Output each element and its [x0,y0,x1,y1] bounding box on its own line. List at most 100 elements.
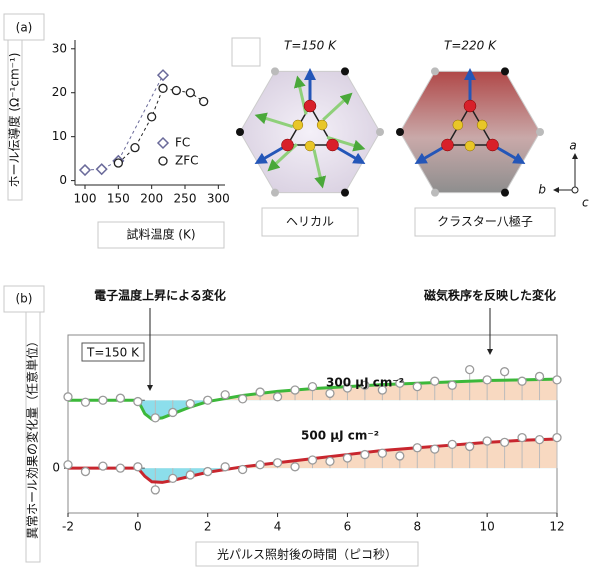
circle-marker [413,383,421,391]
circle-marker [131,144,139,152]
diamond-marker [80,165,90,175]
corner-atom [236,128,244,136]
diamond-marker [158,70,168,80]
corner-atom [431,189,439,197]
circle-marker [466,366,474,374]
plot-frame [68,335,557,513]
circle-marker [239,395,247,403]
atom [441,139,453,151]
circle-marker [553,434,561,442]
circle-marker [186,89,194,97]
corner-atom [501,189,509,197]
annotation: 電子温度上昇による変化 [94,288,226,303]
diagram-title: T=150 K [284,39,337,53]
circle-marker [518,377,526,385]
y-axis-label: ホール伝導度 (Ω⁻¹cm⁻¹) [7,53,22,188]
annotation: 磁気秩序を反映した変化 [423,288,556,303]
circle-marker [518,434,526,442]
y-tick-label: 0 [59,173,67,187]
atom [304,100,316,112]
x-tick-label: 0 [134,520,142,534]
corner-atom [271,189,279,197]
atom [465,141,475,151]
y-tick-label: 10 [52,129,67,143]
circle-marker [64,393,72,401]
legend-label: ZFC [175,154,199,168]
circle-marker [114,159,122,167]
figure: T=150 KヘリカルT=220 Kクラスター八極子abc(a)ホール伝導度 (… [0,0,589,568]
circle-marker [448,440,456,448]
legend-label: FC [175,136,190,150]
circle-marker [200,98,208,106]
circle-marker [204,468,212,476]
x-tick-label: 200 [140,192,163,206]
atom [477,120,487,130]
series-line [85,75,163,170]
diagram-title: T=220 K [444,39,497,53]
circle-marker [169,408,177,416]
x-tick-label: 8 [413,520,421,534]
corner-atom [536,128,544,136]
circle-marker [378,449,386,457]
atom [281,139,293,151]
corner-atom [271,67,279,75]
axis-label: a [569,139,576,153]
circle-marker [413,444,421,452]
x-axis-label: 光パルス照射後の時間（ピコ秒） [217,547,397,562]
diagram-caption: ヘリカル [286,215,334,229]
atom [327,139,339,151]
x-tick-label: 12 [549,520,564,534]
x-tick-label: -2 [62,520,74,534]
legend-marker [159,157,167,165]
x-tick-label: 2 [204,520,212,534]
series-label: 300 μJ cm⁻² [326,376,404,390]
y-tick-label: 20 [52,85,67,99]
circle-marker [483,437,491,445]
circle-marker [501,438,509,446]
circle-marker [501,368,509,376]
circle-marker [466,442,474,450]
circle-marker [116,394,124,402]
circle-marker [274,393,282,401]
circle-marker [291,386,299,394]
circle-marker [148,113,156,121]
circle-marker [326,457,334,465]
corner-atom [431,67,439,75]
circle-marker [536,372,544,380]
circle-marker [274,459,282,467]
corner-atom [341,67,349,75]
circle-marker [221,391,229,399]
circle-marker [186,471,194,479]
circle-marker [343,454,351,462]
circle-marker [64,461,72,469]
diagram-caption: クラスター八極子 [437,214,533,229]
circle-marker [134,463,142,471]
panel-label: (a) [16,21,33,35]
x-tick-label: 4 [274,520,282,534]
circle-marker [221,463,229,471]
axis-label: b [538,183,546,197]
axis-dot [572,187,578,193]
atom [464,100,476,112]
legend-marker [158,138,168,148]
circle-marker [396,452,404,460]
circle-marker [431,445,439,453]
circle-marker [99,396,107,404]
circle-marker [431,377,439,385]
y-axis-label: 異常ホール効果の変化量（任意単位） [25,335,40,539]
circle-marker [256,388,264,396]
circle-marker [99,462,107,470]
corner-atom [341,189,349,197]
circle-marker [81,468,89,476]
circle-marker [134,398,142,406]
y-tick-label: 30 [52,41,67,55]
corner-atom [396,128,404,136]
x-tick-label: 6 [344,520,352,534]
x-tick-label: 100 [74,192,97,206]
x-tick-label: 250 [174,192,197,206]
circle-marker [172,87,180,95]
atom [305,141,315,151]
circle-marker [256,461,264,469]
atom [317,120,327,130]
circle-marker [151,486,159,494]
